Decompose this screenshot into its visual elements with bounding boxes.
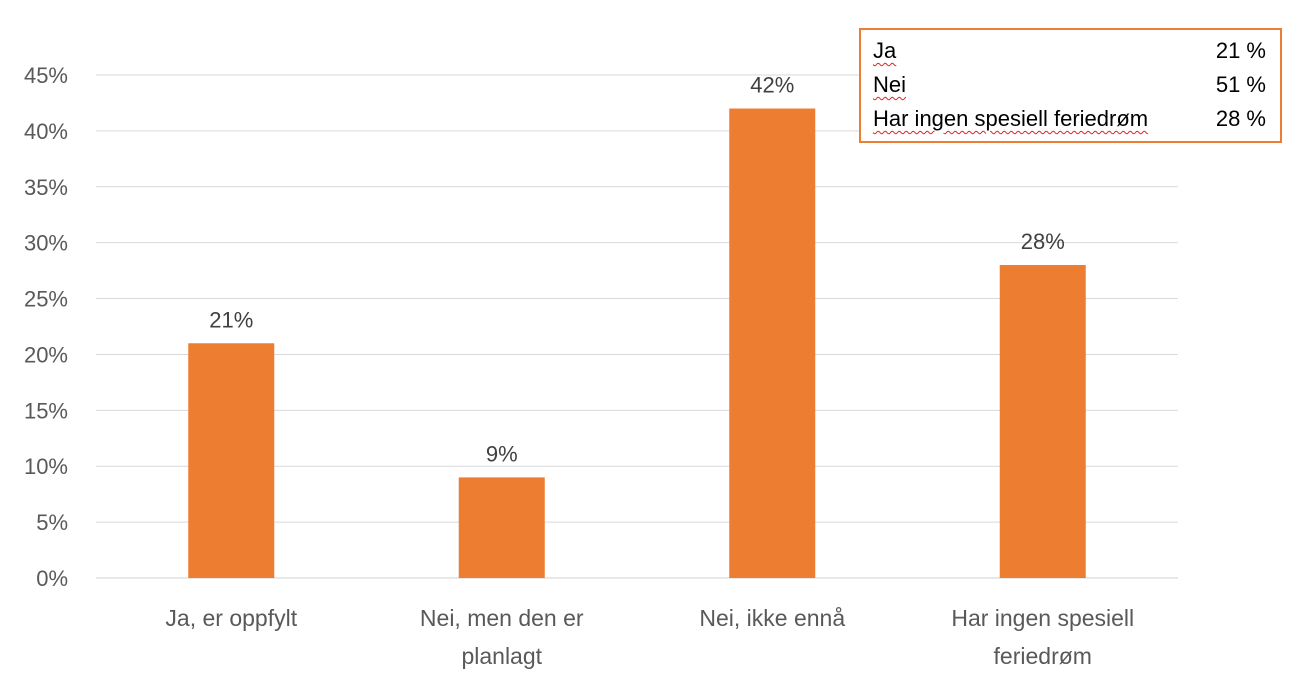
data-labels: 21% 9% 42% 28% [209, 73, 1065, 467]
y-tick-label: 20% [24, 342, 68, 367]
y-tick-label: 25% [24, 287, 68, 312]
y-tick-label: 30% [24, 231, 68, 256]
summary-box: Ja 21 % Nei 51 % Har ingen spesiell feri… [859, 28, 1282, 143]
category-label: Har ingen spesiell feriedrøm [951, 605, 1134, 669]
category-label: Ja, er oppfylt [165, 605, 297, 631]
category-label-line: feriedrøm [994, 643, 1092, 669]
summary-row-ja: Ja 21 % [873, 38, 1266, 72]
y-tick-label: 15% [24, 398, 68, 423]
bars [188, 108, 1086, 579]
summary-label: Nei [873, 72, 907, 97]
x-axis-category-labels: Ja, er oppfylt Nei, men den er planlagtNei… [165, 605, 1134, 669]
y-tick-label: 35% [24, 175, 68, 200]
category-label: Nei, men den er planlagt [420, 605, 584, 669]
summary-value: 28 % [1215, 106, 1266, 131]
category-label-line: Har ingen spesiell [951, 605, 1134, 631]
summary-label: Har ingen spesiell feriedrøm [873, 106, 1149, 131]
bar [458, 477, 545, 578]
summary-row-ingen: Har ingen spesiell feriedrøm 28 % [873, 106, 1266, 140]
category-label-line: Ja, er oppfylt [165, 605, 297, 631]
bar [999, 265, 1086, 578]
y-tick-label: 45% [24, 63, 68, 88]
y-tick-label: 10% [24, 454, 68, 479]
summary-row-nei: Nei 51 % [873, 72, 1266, 106]
bar [188, 343, 275, 578]
data-label: 42% [750, 73, 794, 98]
y-axis-tick-labels: 0% 5% 10% 15% 20% 25% 30% 35% 40% 45% [24, 63, 68, 591]
category-label: Nei, ikke ennå [699, 605, 845, 631]
data-label: 28% [1021, 229, 1065, 254]
data-label: 21% [209, 307, 253, 332]
bar [729, 108, 816, 579]
y-tick-label: 0% [36, 566, 68, 591]
summary-value: 21 % [1215, 38, 1266, 63]
y-tick-label: 5% [36, 510, 68, 535]
category-label-line: Nei, ikke ennå [699, 605, 845, 631]
data-label: 9% [486, 441, 518, 466]
summary-value: 51 % [1215, 72, 1266, 97]
category-label-line: Nei, men den er [420, 605, 584, 631]
summary-label: Ja [873, 38, 897, 63]
y-tick-label: 40% [24, 119, 68, 144]
category-label-line: planlagt [461, 643, 542, 669]
